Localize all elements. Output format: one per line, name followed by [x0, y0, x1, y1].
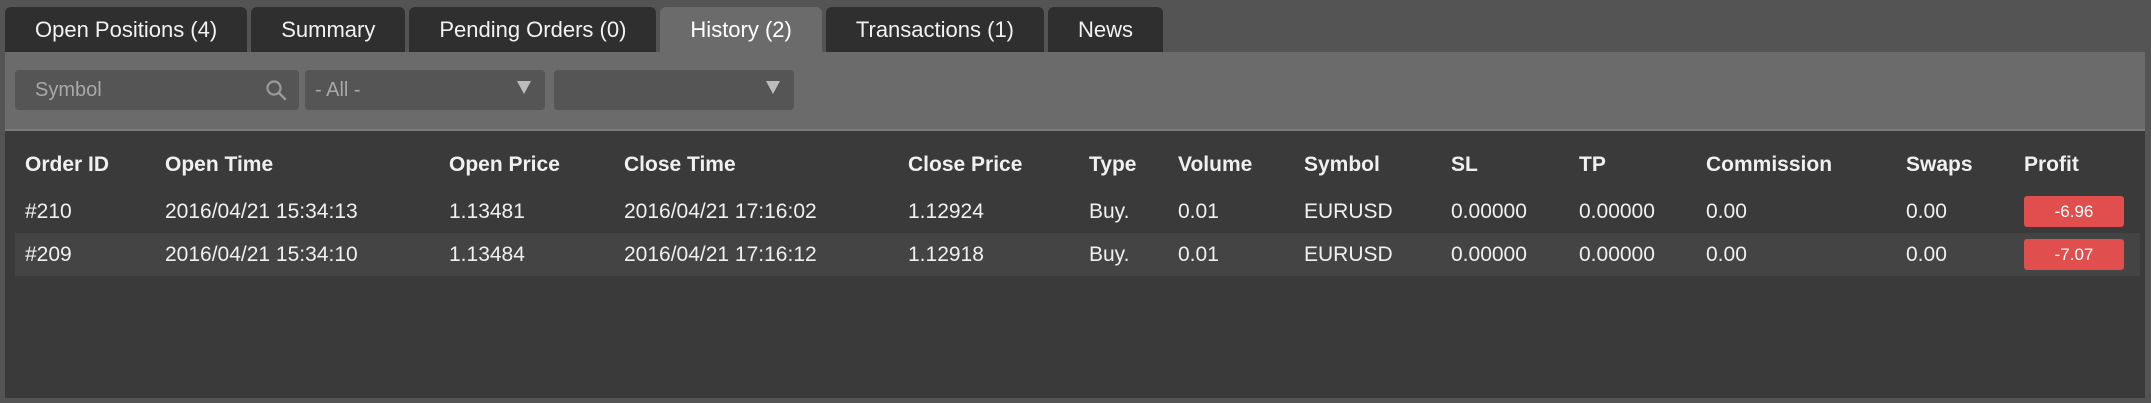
search-icon[interactable]	[265, 79, 287, 101]
tab-news[interactable]: News	[1048, 7, 1164, 53]
symbol-search-input[interactable]	[15, 70, 265, 110]
cell-type: Buy.	[1089, 199, 1130, 223]
col-header-symbol[interactable]: Symbol	[1304, 153, 1380, 176]
cell-volume: 0.01	[1178, 242, 1219, 266]
cell-open-price: 1.13481	[449, 199, 525, 223]
col-header-volume[interactable]: Volume	[1178, 153, 1253, 176]
tab-bar: Open Positions (4) Summary Pending Order…	[5, 7, 1164, 53]
col-header-sl[interactable]: SL	[1451, 153, 1478, 176]
period-filter-select[interactable]	[554, 70, 794, 110]
cell-order-id: #209	[25, 242, 72, 266]
chevron-down-icon	[517, 81, 531, 94]
cell-close-time: 2016/04/21 17:16:02	[624, 199, 817, 223]
tab-summary[interactable]: Summary	[251, 7, 406, 53]
col-header-close-time[interactable]: Close Time	[624, 153, 736, 176]
cell-close-price: 1.12924	[908, 199, 984, 223]
cell-order-id: #210	[25, 199, 72, 223]
col-header-swaps[interactable]: Swaps	[1906, 153, 1973, 176]
table-header: Order ID Open Time Open Price Close Time…	[15, 140, 2140, 190]
col-header-order-id[interactable]: Order ID	[25, 153, 110, 176]
cell-swaps: 0.00	[1906, 199, 1947, 223]
cell-symbol: EURUSD	[1304, 242, 1393, 266]
cell-volume: 0.01	[1178, 199, 1219, 223]
cell-open-time: 2016/04/21 15:34:10	[165, 242, 358, 266]
cell-symbol: EURUSD	[1304, 199, 1393, 223]
profit-badge: -6.96	[2024, 196, 2124, 227]
cell-tp: 0.00000	[1579, 242, 1655, 266]
table-row[interactable]: #209 2016/04/21 15:34:10 1.13484 2016/04…	[15, 233, 2140, 276]
table-row[interactable]: #210 2016/04/21 15:34:13 1.13481 2016/04…	[15, 190, 2140, 233]
chevron-down-icon	[766, 81, 780, 94]
col-header-commission[interactable]: Commission	[1706, 153, 1833, 176]
history-table: Order ID Open Time Open Price Close Time…	[15, 140, 2140, 276]
col-header-tp[interactable]: TP	[1579, 153, 1606, 176]
cell-commission: 0.00	[1706, 199, 1747, 223]
col-header-close-price[interactable]: Close Price	[908, 153, 1023, 176]
type-filter-value: - All -	[315, 78, 361, 101]
cell-open-time: 2016/04/21 15:34:13	[165, 199, 358, 223]
cell-profit: -6.96	[2024, 190, 2124, 233]
cell-profit: -7.07	[2024, 233, 2124, 276]
history-panel: - All - Order ID Open Time Open Price Cl…	[5, 52, 2145, 398]
cell-close-price: 1.12918	[908, 242, 984, 266]
cell-open-price: 1.13484	[449, 242, 525, 266]
col-header-open-price[interactable]: Open Price	[449, 153, 560, 176]
filter-bar: - All -	[5, 52, 2145, 131]
tab-pending-orders[interactable]: Pending Orders (0)	[409, 7, 657, 53]
type-filter-select[interactable]: - All -	[305, 70, 545, 110]
profit-badge: -7.07	[2024, 239, 2124, 270]
tab-open-positions[interactable]: Open Positions (4)	[5, 7, 248, 53]
symbol-search	[15, 70, 299, 110]
cell-tp: 0.00000	[1579, 199, 1655, 223]
tab-history[interactable]: History (2)	[660, 7, 822, 53]
tab-transactions[interactable]: Transactions (1)	[825, 7, 1044, 53]
cell-swaps: 0.00	[1906, 242, 1947, 266]
cell-type: Buy.	[1089, 242, 1130, 266]
col-header-open-time[interactable]: Open Time	[165, 153, 274, 176]
cell-close-time: 2016/04/21 17:16:12	[624, 242, 817, 266]
col-header-type[interactable]: Type	[1089, 153, 1137, 176]
col-header-profit[interactable]: Profit	[2024, 153, 2079, 176]
cell-sl: 0.00000	[1451, 242, 1527, 266]
cell-commission: 0.00	[1706, 242, 1747, 266]
cell-sl: 0.00000	[1451, 199, 1527, 223]
